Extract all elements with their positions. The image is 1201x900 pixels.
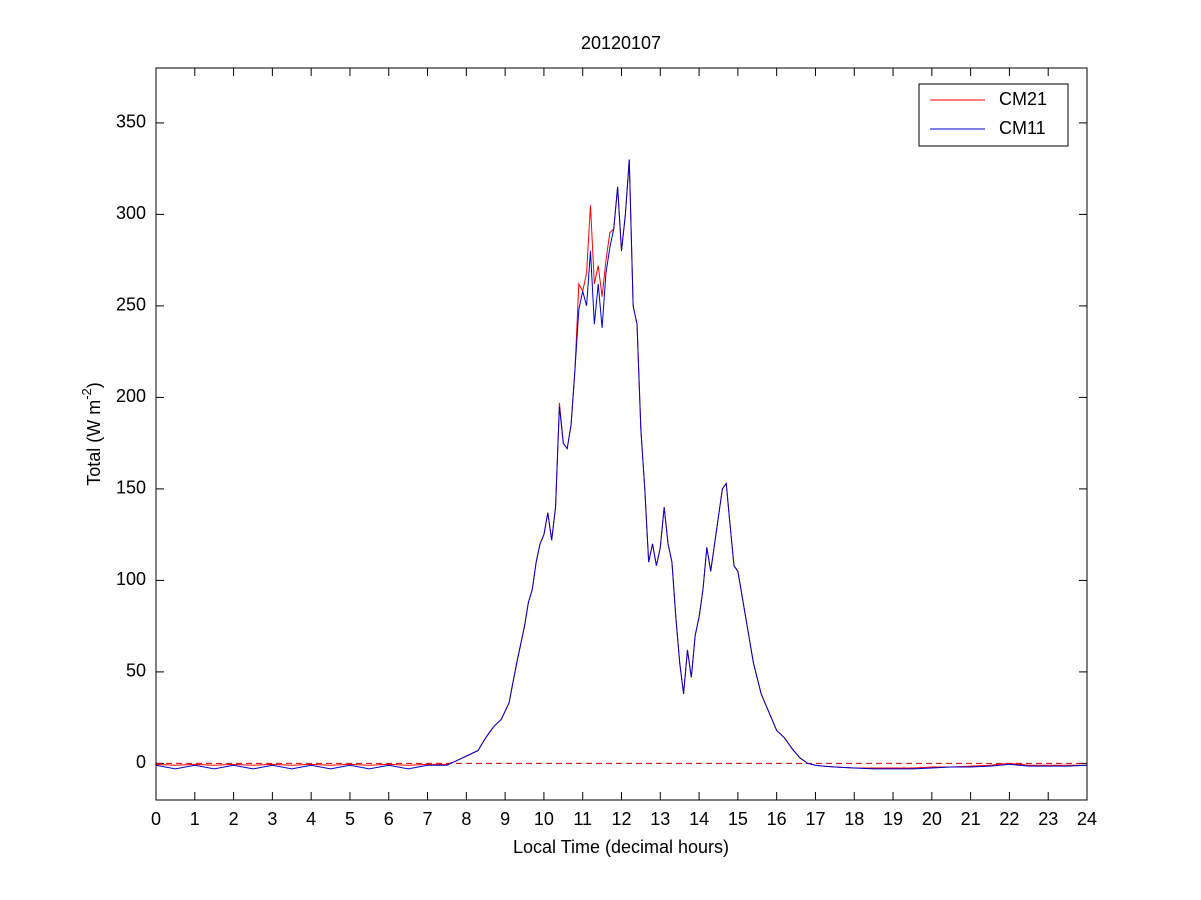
y-axis-label-text: Total (W m [84,400,104,486]
y-axis-label-end: ) [84,382,104,388]
x-tick-label: 4 [306,809,316,829]
x-tick-label: 17 [805,809,825,829]
chart-title: 20120107 [581,33,661,53]
y-tick-label: 350 [116,112,146,132]
x-tick-label: 6 [384,809,394,829]
x-tick-label: 5 [345,809,355,829]
x-tick-label: 23 [1038,809,1058,829]
x-tick-label: 0 [151,809,161,829]
legend-label: CM21 [999,89,1047,109]
x-tick-label: 16 [767,809,787,829]
y-tick-label: 100 [116,569,146,589]
y-tick-label: 200 [116,386,146,406]
x-tick-label: 8 [461,809,471,829]
x-tick-label: 10 [534,809,554,829]
x-tick-label: 15 [728,809,748,829]
x-tick-label: 2 [229,809,239,829]
legend-box [918,83,1069,147]
x-tick-label: 20 [922,809,942,829]
x-tick-label: 21 [961,809,981,829]
y-tick-label: 50 [126,661,146,681]
y-axis-label-sup: -2 [79,388,94,400]
x-tick-label: 19 [883,809,903,829]
x-tick-label: 3 [267,809,277,829]
x-tick-label: 24 [1077,809,1097,829]
y-tick-label: 150 [116,478,146,498]
x-tick-label: 9 [500,809,510,829]
y-axis-label: Total (W m-2) [79,382,103,486]
x-axis-label: Local Time (decimal hours) [513,837,729,857]
x-tick-label: 7 [423,809,433,829]
x-tick-label: 13 [650,809,670,829]
series-line [155,159,1088,770]
plot-frame [155,67,1088,801]
x-tick-label: 11 [573,809,592,829]
x-tick-label: 12 [611,809,631,829]
y-tick-label: 300 [116,203,146,223]
x-tick-label: 18 [844,809,864,829]
y-tick-label: 0 [136,752,146,772]
x-tick-label: 1 [190,809,200,829]
x-tick-label: 22 [999,809,1019,829]
x-tick-label: 14 [689,809,709,829]
y-tick-label: 250 [116,295,146,315]
legend-label: CM11 [999,118,1046,138]
